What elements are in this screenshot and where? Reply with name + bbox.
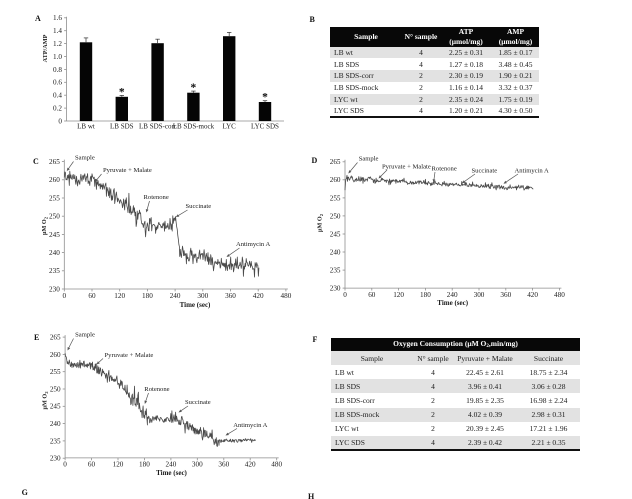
svg-text:μM O2: μM O2 — [41, 216, 48, 235]
svg-text:Succinate: Succinate — [185, 399, 211, 406]
svg-text:230: 230 — [330, 285, 341, 293]
svg-text:300: 300 — [197, 292, 208, 300]
svg-text:250: 250 — [50, 385, 61, 393]
svg-text:480: 480 — [271, 461, 282, 469]
svg-text:0.6: 0.6 — [53, 79, 62, 87]
svg-text:245: 245 — [330, 230, 341, 238]
svg-text:180: 180 — [420, 291, 431, 299]
svg-text:Sample: Sample — [75, 155, 95, 162]
svg-text:D: D — [312, 156, 318, 165]
svg-text:LB SDS-corr: LB SDS-corr — [139, 122, 177, 130]
svg-text:265: 265 — [49, 158, 60, 166]
svg-text:Pyruvate + Malate: Pyruvate + Malate — [103, 167, 152, 174]
svg-text:1.4: 1.4 — [53, 27, 62, 35]
svg-text:360: 360 — [225, 292, 236, 300]
svg-text:LB SDS-mock: LB SDS-mock — [173, 122, 215, 130]
svg-text:A: A — [35, 14, 41, 23]
svg-text:0: 0 — [58, 117, 62, 125]
svg-text:260: 260 — [49, 176, 60, 184]
svg-text:1.2: 1.2 — [53, 40, 62, 48]
svg-text:C: C — [33, 157, 39, 166]
svg-text:420: 420 — [253, 292, 264, 300]
svg-text:120: 120 — [393, 291, 404, 299]
svg-text:*: * — [119, 86, 125, 98]
svg-text:Rotenone: Rotenone — [144, 194, 169, 201]
svg-text:240: 240 — [49, 249, 60, 257]
svg-text:260: 260 — [330, 176, 341, 184]
svg-text:*: * — [191, 82, 197, 94]
svg-text:240: 240 — [330, 248, 341, 256]
svg-text:240: 240 — [170, 292, 181, 300]
svg-text:255: 255 — [330, 194, 341, 202]
svg-text:240: 240 — [50, 420, 61, 428]
svg-text:G: G — [22, 488, 28, 497]
svg-text:480: 480 — [281, 292, 292, 300]
svg-text:230: 230 — [49, 285, 60, 293]
svg-text:1.0: 1.0 — [53, 53, 62, 61]
svg-text:LYC SDS: LYC SDS — [251, 122, 279, 130]
svg-text:60: 60 — [88, 461, 96, 469]
svg-text:60: 60 — [368, 291, 376, 299]
svg-text:Sample: Sample — [359, 156, 379, 163]
svg-text:120: 120 — [113, 461, 124, 469]
svg-text:0: 0 — [343, 291, 347, 299]
svg-text:*: * — [262, 92, 268, 104]
svg-text:ATP/AMP: ATP/AMP — [42, 34, 49, 62]
svg-text:240: 240 — [447, 291, 458, 299]
svg-text:120: 120 — [114, 292, 125, 300]
svg-text:F: F — [313, 335, 318, 344]
svg-text:265: 265 — [330, 158, 341, 166]
svg-text:260: 260 — [50, 351, 61, 359]
svg-text:255: 255 — [49, 194, 60, 202]
svg-text:1.6: 1.6 — [53, 14, 62, 22]
svg-text:255: 255 — [50, 368, 61, 376]
svg-text:245: 245 — [50, 403, 61, 411]
svg-text:0.4: 0.4 — [53, 92, 62, 100]
svg-text:0: 0 — [63, 292, 67, 300]
svg-text:LB wt: LB wt — [77, 122, 95, 130]
svg-text:Antimycin A: Antimycin A — [233, 422, 267, 429]
svg-text:235: 235 — [49, 267, 60, 275]
svg-text:245: 245 — [49, 231, 60, 239]
svg-text:Pyruvate + Malate: Pyruvate + Malate — [105, 352, 154, 359]
svg-text:235: 235 — [330, 266, 341, 274]
svg-text:420: 420 — [527, 291, 538, 299]
svg-text:180: 180 — [139, 461, 150, 469]
svg-text:Antimycin A: Antimycin A — [515, 168, 549, 175]
svg-text:μM O2: μM O2 — [317, 213, 324, 232]
svg-text:360: 360 — [500, 291, 511, 299]
svg-text:230: 230 — [50, 455, 61, 463]
svg-text:0.2: 0.2 — [53, 105, 62, 113]
svg-text:μM O2: μM O2 — [42, 391, 49, 410]
svg-text:Rotenone: Rotenone — [432, 166, 457, 173]
svg-text:Rotenone: Rotenone — [144, 386, 169, 393]
svg-text:250: 250 — [49, 213, 60, 221]
svg-text:Time (sec): Time (sec) — [437, 299, 468, 307]
svg-text:Antimycin A: Antimycin A — [236, 241, 270, 248]
svg-text:E: E — [34, 333, 39, 342]
svg-text:Pyruvate + Malate: Pyruvate + Malate — [382, 164, 431, 171]
svg-text:300: 300 — [474, 291, 485, 299]
svg-text:LB SDS: LB SDS — [110, 122, 134, 130]
svg-text:Time (sec): Time (sec) — [156, 469, 187, 477]
svg-text:235: 235 — [50, 437, 61, 445]
svg-text:420: 420 — [245, 461, 256, 469]
svg-text:Time (sec): Time (sec) — [180, 301, 211, 309]
svg-text:Succinate: Succinate — [472, 168, 498, 175]
svg-text:0.8: 0.8 — [53, 66, 62, 74]
svg-text:Sample: Sample — [75, 332, 95, 339]
svg-text:60: 60 — [88, 292, 96, 300]
svg-text:300: 300 — [192, 461, 203, 469]
svg-text:360: 360 — [218, 461, 229, 469]
svg-text:B: B — [310, 15, 316, 24]
svg-text:Succinate: Succinate — [186, 203, 212, 210]
svg-text:250: 250 — [330, 212, 341, 220]
svg-text:0: 0 — [63, 461, 67, 469]
svg-text:480: 480 — [554, 291, 565, 299]
svg-text:180: 180 — [142, 292, 153, 300]
svg-text:H: H — [308, 492, 315, 499]
svg-text:240: 240 — [166, 461, 177, 469]
svg-text:265: 265 — [50, 334, 61, 342]
svg-text:LYC: LYC — [223, 122, 237, 130]
